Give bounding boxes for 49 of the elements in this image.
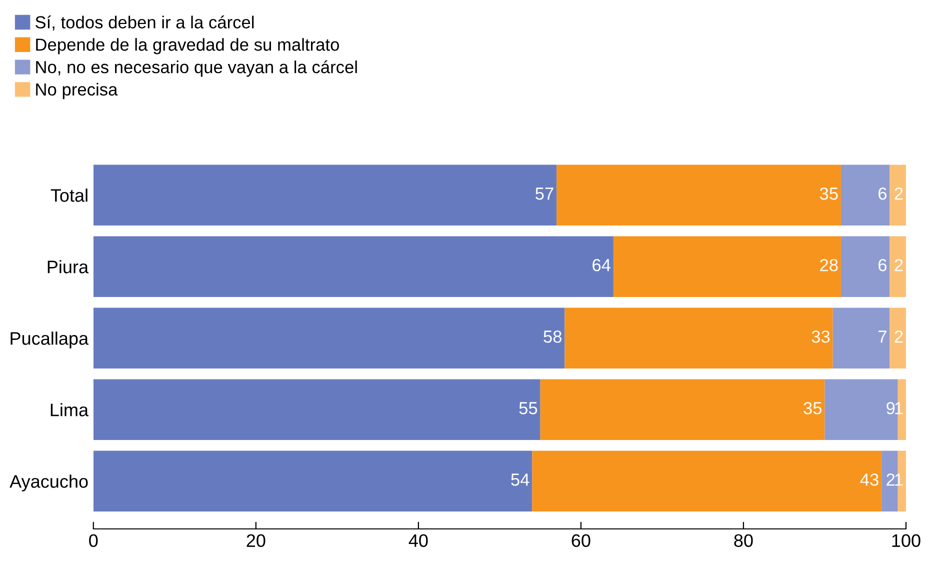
data-label: 28 bbox=[820, 258, 838, 272]
data-label: 7 bbox=[878, 330, 886, 343]
bar bbox=[93, 308, 565, 369]
legend-label: Sí, todos deben ir a la cárcel bbox=[36, 16, 254, 31]
data-label: 58 bbox=[544, 330, 562, 343]
bar bbox=[532, 450, 882, 512]
bar bbox=[840, 164, 890, 226]
x-tick-label: 60 bbox=[572, 534, 590, 547]
data-label: 2 bbox=[894, 330, 903, 343]
bar bbox=[564, 308, 833, 369]
bar bbox=[556, 164, 841, 226]
bar bbox=[613, 236, 841, 298]
y-tick-label: Pucallapa bbox=[10, 332, 89, 348]
bar bbox=[93, 379, 540, 440]
data-label: 9 bbox=[886, 402, 895, 414]
x-tick-label: 0 bbox=[89, 534, 98, 547]
bar bbox=[832, 308, 890, 369]
legend-label: No precisa bbox=[36, 82, 118, 100]
x-tick-label: 80 bbox=[734, 534, 753, 547]
x-tick-label: 100 bbox=[892, 534, 920, 547]
legend-label: No, no es necesario que vayan a la cárcel bbox=[36, 60, 357, 77]
x-tick-label: 40 bbox=[408, 534, 428, 547]
data-label: 43 bbox=[860, 474, 878, 486]
data-label: 64 bbox=[592, 258, 611, 272]
y-tick-label: Ayacucho bbox=[10, 474, 88, 492]
data-label: 35 bbox=[820, 187, 838, 200]
data-label: 33 bbox=[812, 330, 830, 343]
data-label: 6 bbox=[878, 258, 887, 272]
bar bbox=[890, 164, 906, 226]
bar bbox=[840, 236, 890, 298]
bar bbox=[93, 164, 557, 226]
y-tick-label: Lima bbox=[50, 403, 89, 416]
bar bbox=[93, 450, 532, 512]
x-tick-label: 20 bbox=[246, 534, 266, 547]
data-label: 57 bbox=[536, 188, 554, 200]
data-label: 55 bbox=[519, 402, 538, 414]
bar bbox=[93, 236, 614, 298]
data-label: 6 bbox=[878, 187, 887, 200]
data-label: 2 bbox=[886, 474, 895, 486]
data-label: 54 bbox=[511, 474, 530, 486]
legend-label: Depende de la gravedad de su maltrato bbox=[36, 38, 339, 54]
data-label: 2 bbox=[894, 187, 903, 200]
bar bbox=[890, 308, 906, 369]
data-label: 35 bbox=[804, 402, 822, 414]
y-tick-label: Piura bbox=[48, 260, 89, 274]
y-tick-label: Total bbox=[50, 188, 88, 202]
data-label: 2 bbox=[894, 258, 903, 272]
bar bbox=[890, 236, 906, 298]
bar bbox=[540, 379, 825, 440]
